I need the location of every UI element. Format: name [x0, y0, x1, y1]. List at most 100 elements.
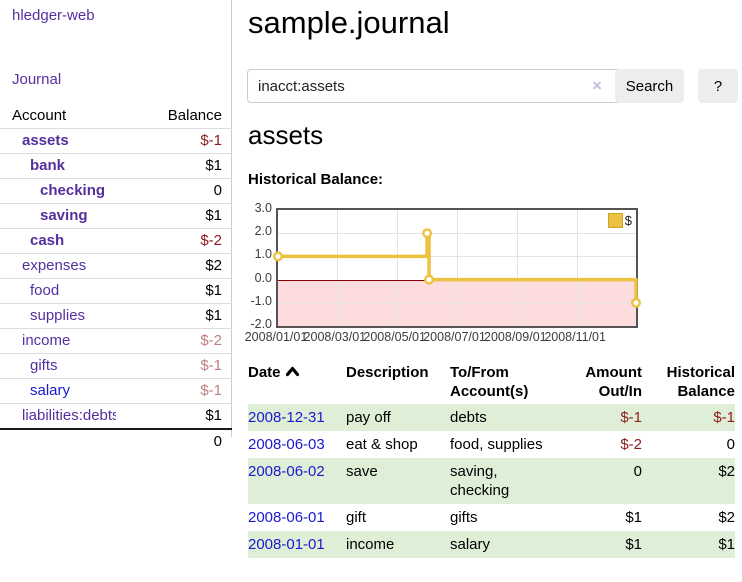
transaction-accounts: food, supplies: [450, 436, 543, 453]
account-row: liabilities:debts $1: [0, 403, 232, 429]
balance-column-header: Balance: [167, 107, 222, 124]
date-column-header[interactable]: Date: [248, 362, 346, 404]
sidebar-account-link-cash[interactable]: cash: [30, 232, 65, 249]
y-tick-label: -1.0: [250, 293, 272, 308]
balance-line-series: [273, 228, 642, 308]
account-balance: $-2: [116, 228, 232, 254]
sidebar-account-link-saving[interactable]: saving: [40, 207, 88, 224]
account-row: gifts $-1: [0, 353, 232, 379]
x-tick-label: 2008/11/01: [544, 330, 606, 344]
transaction-date-link[interactable]: 2008-06-03: [248, 436, 325, 453]
account-balance: 0: [116, 178, 232, 204]
vertical-gridline: [456, 210, 458, 326]
amount-column-header: Amount Out/In: [585, 364, 642, 400]
register-table: Date Description To/From Account(s) Amou…: [248, 362, 735, 558]
x-tick-label: 2008/07/01: [423, 330, 486, 344]
accounts-column-header: To/From Account(s): [450, 364, 529, 400]
app-title-link[interactable]: hledger-web: [12, 7, 95, 24]
vertical-gridline: [396, 210, 398, 326]
account-balance: $-1: [116, 378, 232, 404]
transaction-balance: $2: [718, 509, 735, 526]
horizontal-gridline: [278, 256, 636, 258]
vertical-gridline: [517, 210, 519, 326]
sidebar-account-link-liabilities-debts[interactable]: liabilities:debts: [22, 407, 116, 424]
transaction-accounts: salary: [450, 536, 491, 553]
account-balance: $1: [116, 403, 232, 429]
search-button[interactable]: Search: [615, 69, 684, 103]
y-tick-label: 0.0: [254, 270, 272, 285]
sidebar-account-link-supplies[interactable]: supplies: [30, 307, 86, 324]
accounts-header-row: Account Balance: [0, 104, 232, 129]
account-row: food $1: [0, 278, 232, 304]
account-row: salary $-1: [0, 378, 232, 404]
page-title: sample.journal: [248, 5, 450, 40]
transaction-amount: $-2: [620, 436, 642, 453]
data-point-marker: [424, 274, 435, 285]
transaction-date-link[interactable]: 2008-01-01: [248, 536, 325, 553]
historical-balance-chart: 3.0 2.0 1.0 0.0 -1.0 -2.0 $ 2008/01/01 2008/03…: [240, 200, 742, 345]
data-point-marker: [422, 228, 433, 239]
chart-title: Historical Balance:: [248, 171, 384, 188]
account-row: checking 0: [0, 178, 232, 204]
transaction-description: income: [346, 536, 395, 553]
transaction-row[interactable]: 2008-06-02 save saving, checking 0 $2: [248, 458, 735, 504]
data-point-marker: [631, 297, 642, 308]
help-button[interactable]: ?: [698, 69, 738, 103]
transaction-row[interactable]: 2008-12-31 pay off debts $-1 $-1: [248, 404, 735, 431]
account-row: cash $-2: [0, 228, 232, 254]
account-balance: $1: [116, 278, 232, 304]
transaction-row[interactable]: 2008-01-01 income salary $1 $1: [248, 531, 735, 558]
legend-label: $: [624, 213, 632, 228]
transaction-accounts: saving, checking: [450, 463, 510, 499]
sidebar-account-link-salary[interactable]: salary: [30, 382, 71, 399]
legend-swatch-icon: [607, 213, 623, 228]
account-balance: $2: [116, 253, 232, 279]
account-row: expenses $2: [0, 253, 232, 279]
transaction-date-cell: 2008-12-31: [248, 404, 346, 431]
sidebar-account-link-checking[interactable]: checking: [40, 182, 106, 199]
account-row: saving $1: [0, 203, 232, 229]
search-input[interactable]: [247, 69, 621, 103]
sidebar-item-journal[interactable]: Journal: [12, 71, 62, 88]
transaction-row[interactable]: 2008-06-03 eat & shop food, supplies $-2 0: [248, 431, 735, 458]
horizontal-gridline: [278, 302, 636, 304]
x-tick-label: 2008/01/01: [244, 330, 308, 344]
y-tick-label: 1.0: [254, 247, 272, 262]
sidebar-account-link-food[interactable]: food: [30, 282, 60, 299]
sidebar-account-link-income[interactable]: income: [22, 332, 71, 349]
y-tick-label: 3.0: [254, 201, 272, 215]
transaction-balance: $2: [718, 463, 735, 480]
sidebar-account-link-assets[interactable]: assets: [22, 132, 69, 149]
total-balance: 0: [116, 428, 232, 454]
accounts-balance-table: Account Balance assets $-1 bank $1 checking 0…: [0, 104, 232, 454]
sidebar: hledger-web Journal Account Balance asse…: [0, 0, 232, 454]
account-row: income $-2: [0, 328, 232, 354]
chart-plot-area: $: [273, 208, 642, 328]
sort-ascending-icon: [285, 366, 299, 377]
transaction-date-link[interactable]: 2008-06-02: [248, 463, 325, 480]
transaction-amount: $1: [625, 509, 642, 526]
transaction-accounts: gifts: [450, 509, 478, 526]
transaction-description: pay off: [346, 409, 391, 426]
sidebar-account-link-expenses[interactable]: expenses: [22, 257, 87, 274]
transaction-accounts: debts: [450, 409, 487, 426]
total-spacer: [0, 428, 116, 454]
account-heading: assets: [248, 120, 324, 150]
vertical-gridline: [577, 210, 579, 326]
transaction-date-cell: 2008-06-01: [248, 504, 346, 531]
account-balance: $1: [116, 303, 232, 329]
chart-legend: $: [607, 213, 632, 228]
clear-search-icon[interactable]: ×: [592, 76, 602, 95]
transaction-date-link[interactable]: 2008-06-01: [248, 509, 325, 526]
transaction-description: eat & shop: [346, 436, 418, 453]
transaction-amount: 0: [633, 463, 642, 480]
sidebar-account-link-bank[interactable]: bank: [30, 157, 66, 174]
transaction-description: gift: [346, 509, 367, 526]
x-tick-label: 2008/09/01: [484, 330, 547, 344]
transaction-date-link[interactable]: 2008-12-31: [248, 409, 325, 426]
account-balance: $-1: [116, 128, 232, 154]
transaction-balance: $-1: [713, 409, 735, 426]
transaction-row[interactable]: 2008-06-01 gift gifts $1 $2: [248, 504, 735, 531]
sidebar-account-link-gifts[interactable]: gifts: [30, 357, 58, 374]
account-row: bank $1: [0, 153, 232, 179]
